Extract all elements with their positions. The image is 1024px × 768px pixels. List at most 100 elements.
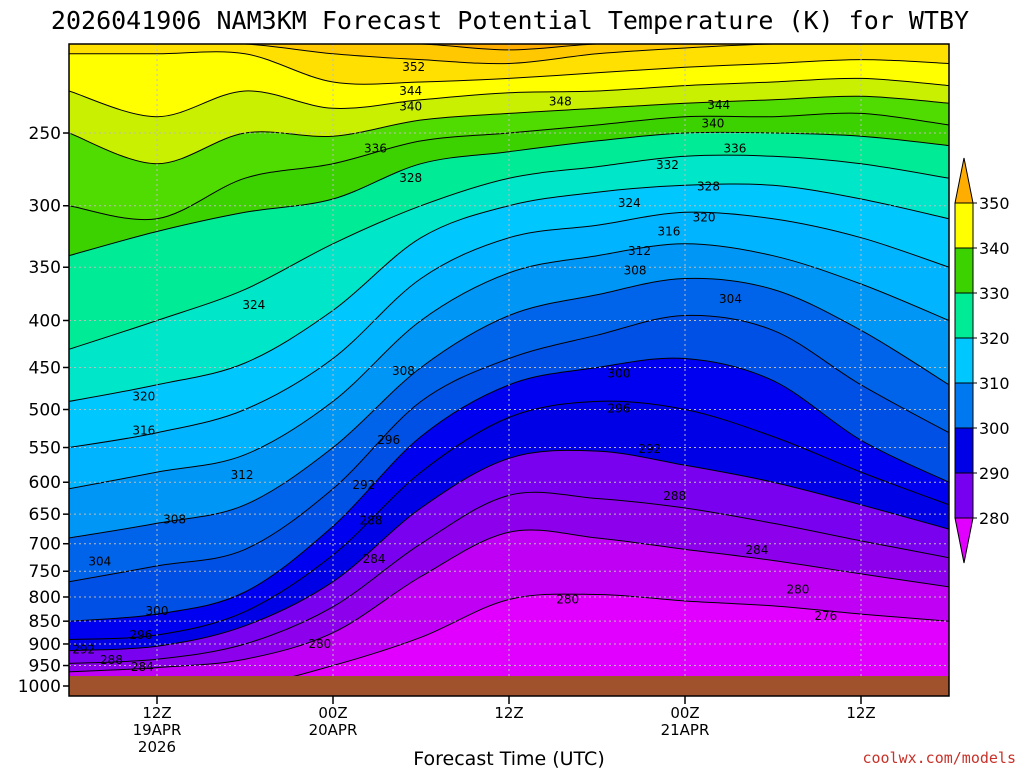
isentrope-line-328 bbox=[69, 131, 949, 257]
contour-label: 316 bbox=[132, 424, 155, 438]
contour-label: 292 bbox=[352, 478, 375, 492]
y-tick-label: 800 bbox=[29, 588, 61, 608]
y-tick-label: 550 bbox=[29, 439, 61, 459]
x-tick-label: 12Z bbox=[846, 704, 875, 722]
isentrope-band-348 bbox=[69, 44, 949, 64]
y-tick-label: 350 bbox=[29, 258, 61, 278]
contour-label: 336 bbox=[364, 142, 387, 156]
colorbar-band bbox=[954, 202, 974, 249]
contour-label: 324 bbox=[618, 196, 641, 210]
colorbar-label: 300 bbox=[979, 419, 1010, 438]
contour-label: 296 bbox=[129, 628, 152, 642]
colorbar-label: 310 bbox=[979, 374, 1010, 393]
y-tick-label: 250 bbox=[29, 124, 61, 144]
colorbar-band bbox=[954, 472, 974, 519]
contour-label: 288 bbox=[360, 513, 383, 527]
contour-label: 296 bbox=[377, 433, 400, 447]
contour-label: 288 bbox=[663, 489, 686, 503]
contour-label: 280 bbox=[786, 582, 809, 596]
colorbar-label: 340 bbox=[979, 239, 1010, 258]
contour-label: 276 bbox=[814, 609, 837, 623]
contour-label: 296 bbox=[608, 402, 631, 416]
contour-label: 284 bbox=[131, 660, 154, 674]
x-tick-label: 12Z bbox=[494, 704, 523, 722]
contour-label: 312 bbox=[231, 468, 254, 482]
contour-label: 308 bbox=[624, 264, 647, 278]
y-tick-label: 950 bbox=[29, 657, 61, 677]
contour-label: 328 bbox=[697, 180, 720, 194]
colorbar-label: 280 bbox=[979, 509, 1010, 528]
colorbar-label: 330 bbox=[979, 284, 1010, 303]
x-tick-label: 2026 bbox=[138, 738, 176, 756]
colorbar-label: 320 bbox=[979, 329, 1010, 348]
x-tick-label: 00Z bbox=[318, 704, 347, 722]
y-tick-label: 1000 bbox=[18, 677, 61, 697]
contour-label: 304 bbox=[88, 555, 111, 569]
y-tick-label: 450 bbox=[29, 358, 61, 378]
colorbar-top-arrow bbox=[954, 157, 974, 204]
y-tick-label: 750 bbox=[29, 562, 61, 582]
credit-text[interactable]: coolwx.com/models bbox=[862, 749, 1016, 767]
colorbar: 350 340 330 320 310 300 290 280 bbox=[954, 157, 1010, 564]
contour-label: 280 bbox=[556, 593, 579, 607]
contour-label: 316 bbox=[657, 225, 680, 239]
colorbar-label: 290 bbox=[979, 464, 1010, 483]
contour-label: 328 bbox=[399, 171, 422, 185]
contour-label: 304 bbox=[719, 292, 742, 306]
x-tick-label: 21APR bbox=[661, 721, 710, 739]
chart-title: 2026041906 NAM3KM Forecast Potential Tem… bbox=[51, 6, 969, 35]
isentrope-line-300 bbox=[69, 357, 949, 622]
isentrope-line-312 bbox=[69, 243, 949, 490]
colorbar-band bbox=[954, 382, 974, 429]
contour-label: 348 bbox=[549, 95, 572, 109]
contour-label: 320 bbox=[132, 390, 155, 404]
contour-label: 292 bbox=[72, 642, 95, 656]
isentrope-band-352 bbox=[69, 44, 949, 50]
contour-label: 340 bbox=[399, 100, 422, 114]
plot-area: 352 344 340 348 344 340 336 336 332 328 328 324 320 3… bbox=[69, 44, 949, 696]
y-tick-label: 900 bbox=[29, 635, 61, 655]
isentrope-fills bbox=[69, 44, 949, 696]
contour-label: 320 bbox=[693, 211, 716, 225]
contour-label: 336 bbox=[723, 142, 746, 156]
isentrope-line-332 bbox=[69, 112, 949, 221]
colorbar-band bbox=[954, 337, 974, 384]
x-tick-label: 12Z bbox=[142, 704, 171, 722]
contour-label: 344 bbox=[399, 84, 422, 98]
colorbar-band bbox=[954, 292, 974, 339]
colorbar-bottom-arrow bbox=[954, 517, 974, 564]
contour-label: 352 bbox=[402, 60, 425, 74]
contour-label: 308 bbox=[392, 364, 415, 378]
x-tick-label: 00Z bbox=[670, 704, 699, 722]
contour-label: 324 bbox=[242, 298, 265, 312]
isentrope-line-340 bbox=[69, 77, 949, 118]
ground-surface bbox=[69, 676, 949, 696]
isentrope-line-324 bbox=[69, 154, 949, 350]
contour-label: 288 bbox=[100, 653, 123, 667]
isentrope-line-348 bbox=[69, 44, 949, 65]
contour-label: 300 bbox=[608, 367, 631, 381]
contour-label: 312 bbox=[628, 244, 651, 258]
contour-label: 332 bbox=[656, 158, 679, 172]
isentrope-line-344 bbox=[69, 51, 949, 85]
y-tick-label: 600 bbox=[29, 473, 61, 493]
colorbar-band bbox=[954, 247, 974, 294]
contour-labels: 352 344 340 348 344 340 336 336 332 328 328 324 320 3… bbox=[72, 60, 837, 674]
isentrope-line-304 bbox=[69, 314, 949, 583]
x-tick-label: 20APR bbox=[309, 721, 358, 739]
contour-label: 300 bbox=[146, 604, 169, 618]
x-tick-label: 19APR bbox=[133, 721, 182, 739]
y-tick-label: 400 bbox=[29, 311, 61, 331]
isentrope-line-292 bbox=[69, 449, 949, 652]
contour-label: 344 bbox=[707, 98, 730, 112]
y-axis: 250 300 350 400 450 500 550 600 650 700 750 800 850 9… bbox=[18, 124, 69, 697]
colorbar-label: 350 bbox=[979, 194, 1010, 213]
colorbar-band bbox=[954, 427, 974, 474]
isentrope-line-336 bbox=[69, 95, 949, 165]
isentrope-line-296 bbox=[69, 400, 949, 640]
contour-label: 280 bbox=[308, 637, 331, 651]
y-tick-label: 300 bbox=[29, 197, 61, 217]
contour-label: 284 bbox=[363, 552, 386, 566]
